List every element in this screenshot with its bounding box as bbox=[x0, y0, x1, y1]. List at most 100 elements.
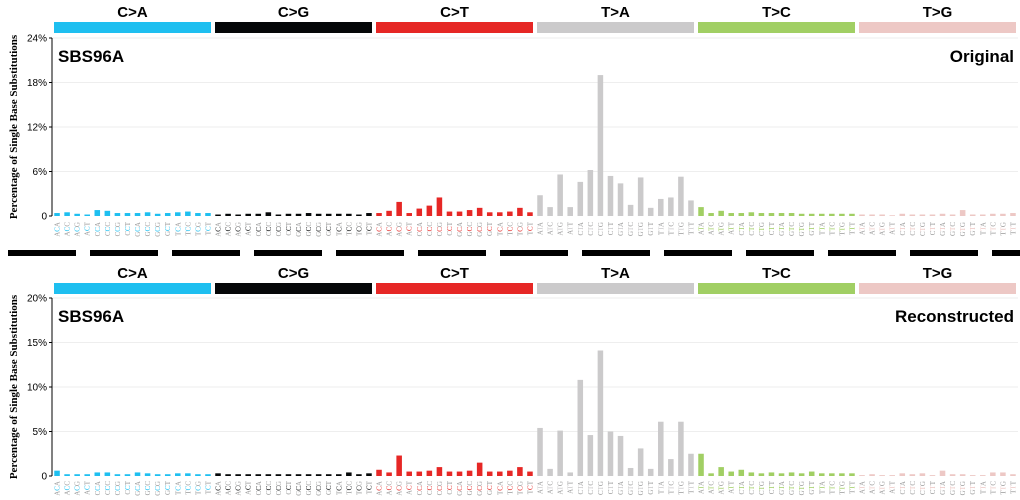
context-label: TTT bbox=[1009, 221, 1017, 235]
context-label: CTA bbox=[899, 222, 907, 235]
context-label: TTT bbox=[1009, 480, 1017, 494]
bar bbox=[446, 471, 453, 476]
bar bbox=[507, 470, 513, 476]
context-label: ACC bbox=[386, 481, 394, 496]
bar bbox=[980, 214, 986, 216]
bar bbox=[688, 200, 694, 216]
bar bbox=[426, 470, 433, 476]
bar bbox=[939, 470, 946, 476]
context-label: GTA bbox=[778, 481, 786, 495]
class-band-C-to-T bbox=[376, 283, 533, 294]
context-label: CCC bbox=[104, 481, 112, 495]
context-label: GCG bbox=[154, 481, 162, 496]
context-label: TCA bbox=[496, 222, 504, 236]
bar bbox=[54, 470, 60, 476]
bar bbox=[64, 474, 70, 476]
bar bbox=[607, 431, 614, 476]
context-label: ATC bbox=[708, 222, 716, 236]
context-label: ATA bbox=[859, 481, 867, 494]
context-label: GTA bbox=[939, 222, 947, 236]
bar bbox=[346, 472, 352, 476]
context-label: CCT bbox=[124, 480, 132, 494]
context-label: GTT bbox=[647, 221, 655, 235]
context-label: GCC bbox=[144, 222, 152, 237]
context-label: CCT bbox=[285, 480, 293, 494]
context-label: CTG bbox=[597, 481, 605, 495]
context-label: ATT bbox=[567, 221, 575, 235]
bar bbox=[849, 473, 855, 476]
context-label: CCG bbox=[114, 222, 122, 236]
context-label: CTT bbox=[607, 221, 615, 235]
bar bbox=[195, 474, 201, 476]
y-tick-label: 0 bbox=[41, 212, 47, 223]
bar bbox=[1010, 474, 1016, 476]
class-band-label: T>C bbox=[762, 265, 791, 282]
bar bbox=[114, 213, 121, 216]
bar bbox=[376, 469, 382, 476]
context-label: ATC bbox=[708, 481, 716, 495]
bar bbox=[305, 474, 312, 476]
class-band-T-to-A bbox=[537, 22, 694, 33]
bar bbox=[627, 204, 634, 216]
separator-dash bbox=[746, 250, 814, 256]
bar bbox=[185, 473, 191, 476]
bar bbox=[164, 213, 171, 216]
bar bbox=[164, 474, 171, 476]
context-label: CCA bbox=[255, 222, 263, 236]
context-label: ATG bbox=[557, 222, 565, 236]
bar bbox=[507, 211, 513, 216]
context-label: CCG bbox=[114, 481, 122, 495]
context-label: ACA bbox=[376, 481, 384, 496]
context-label: GCC bbox=[466, 222, 474, 237]
bar bbox=[537, 195, 543, 216]
bar bbox=[315, 213, 322, 216]
bar bbox=[376, 213, 382, 216]
context-label: CTG bbox=[597, 222, 605, 236]
dashed-separator bbox=[8, 250, 1020, 256]
bar bbox=[647, 468, 654, 476]
context-label: ACC bbox=[64, 481, 72, 496]
context-label: TCA bbox=[496, 481, 504, 495]
bar bbox=[366, 473, 372, 476]
context-label: ACT bbox=[406, 221, 414, 236]
context-label: GTA bbox=[778, 222, 786, 236]
context-label: TCC bbox=[506, 222, 514, 236]
bar bbox=[144, 212, 151, 216]
context-label: GCG bbox=[315, 222, 323, 237]
bar bbox=[798, 213, 805, 216]
bar bbox=[245, 213, 251, 216]
y-tick-label: 12% bbox=[27, 123, 47, 134]
y-tick-label: 15% bbox=[27, 338, 47, 349]
context-label: ATG bbox=[879, 222, 887, 236]
context-label: TCG bbox=[355, 481, 363, 495]
context-label: ATA bbox=[537, 222, 545, 235]
context-label: TCC bbox=[345, 222, 353, 236]
bar bbox=[879, 214, 885, 216]
bar bbox=[114, 474, 121, 476]
separator-dash bbox=[992, 250, 1020, 256]
y-tick-label: 24% bbox=[27, 34, 47, 45]
context-label: TTT bbox=[687, 480, 695, 494]
bar bbox=[758, 213, 765, 216]
context-label: CCC bbox=[104, 222, 112, 236]
bar bbox=[205, 213, 211, 216]
context-label: GTC bbox=[627, 222, 635, 236]
bar bbox=[778, 213, 785, 216]
bar bbox=[154, 474, 161, 476]
context-label: GTG bbox=[637, 481, 645, 495]
class-band-C-to-G bbox=[215, 283, 372, 294]
bar bbox=[547, 468, 553, 476]
bar bbox=[124, 474, 131, 476]
context-label: TCT bbox=[526, 480, 534, 494]
bar bbox=[808, 471, 815, 476]
context-label: TCT bbox=[204, 221, 212, 235]
bar bbox=[738, 213, 745, 216]
bar bbox=[74, 474, 80, 476]
context-label: CTT bbox=[929, 480, 937, 494]
context-label: GTT bbox=[808, 221, 816, 235]
context-label: TCG bbox=[516, 222, 524, 236]
bar bbox=[336, 213, 342, 216]
context-label: CCC bbox=[265, 481, 273, 495]
context-label: ACG bbox=[396, 481, 404, 496]
context-label: CTA bbox=[899, 481, 907, 494]
